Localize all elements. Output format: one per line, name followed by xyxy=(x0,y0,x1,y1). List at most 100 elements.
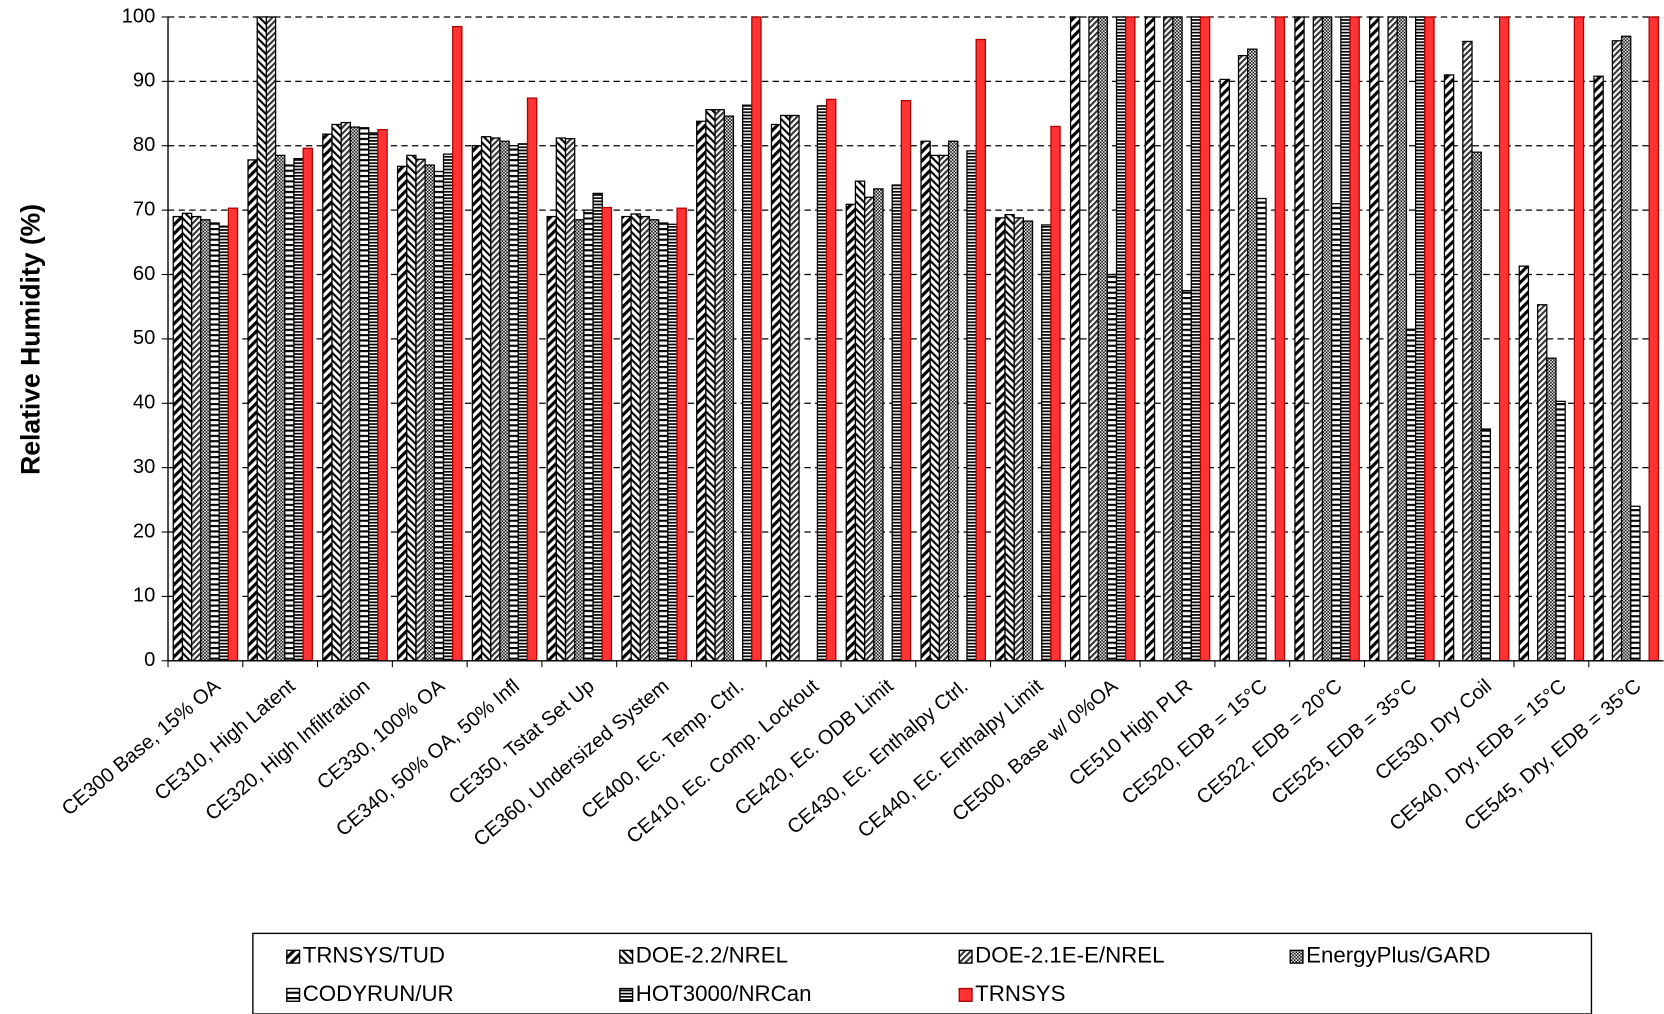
bar xyxy=(1237,54,1249,662)
bar xyxy=(574,219,585,662)
bar xyxy=(630,213,641,662)
legend-label: CODYRUN/UR xyxy=(303,981,454,1006)
bar xyxy=(368,132,379,662)
legend-marker xyxy=(286,949,301,964)
y-tick-label: 100 xyxy=(122,5,156,27)
legend-marker xyxy=(619,949,634,964)
bar xyxy=(1387,16,1398,662)
bar xyxy=(274,154,286,662)
bar xyxy=(490,137,501,662)
bar xyxy=(200,219,211,662)
bar xyxy=(751,16,762,662)
bar xyxy=(546,215,557,662)
bar xyxy=(1088,16,1099,662)
bar xyxy=(621,215,632,662)
bar xyxy=(863,196,875,662)
bar xyxy=(1312,16,1324,662)
bar xyxy=(1462,40,1473,662)
bar xyxy=(1369,16,1380,662)
bar xyxy=(1247,48,1258,662)
bar xyxy=(1340,16,1351,662)
bar xyxy=(1022,220,1034,662)
bar xyxy=(1620,35,1632,662)
bar xyxy=(227,207,239,662)
bar xyxy=(433,170,445,662)
bar xyxy=(1097,16,1108,662)
bar xyxy=(1069,16,1081,662)
legend-label: DOE-2.1E-E/NREL xyxy=(975,943,1164,968)
bar xyxy=(499,140,510,662)
bar xyxy=(442,153,454,662)
bar xyxy=(639,215,651,662)
bar xyxy=(1106,273,1118,662)
bar xyxy=(1349,16,1360,662)
bar xyxy=(564,138,576,662)
y-axis-title: Relative Humidity (%) xyxy=(15,204,45,475)
bar xyxy=(349,126,361,662)
bar xyxy=(891,184,903,662)
legend-marker xyxy=(958,949,973,964)
legend-box xyxy=(252,932,1593,1014)
bar xyxy=(526,97,538,662)
bar xyxy=(1294,16,1305,662)
bar xyxy=(947,140,959,662)
bar xyxy=(424,164,435,662)
legend-label: HOT3000/NRCan xyxy=(636,981,812,1006)
bar xyxy=(741,104,753,662)
bar xyxy=(1630,505,1641,662)
bar xyxy=(415,158,426,662)
bar xyxy=(770,123,782,662)
bar xyxy=(1050,125,1061,662)
legend-label: EnergyPlus/GARD xyxy=(1306,943,1490,968)
bar xyxy=(1480,428,1492,662)
bar xyxy=(1648,16,1659,662)
bar xyxy=(1190,16,1202,662)
y-tick-label: 90 xyxy=(133,70,155,92)
bar xyxy=(406,154,417,662)
bar xyxy=(658,222,669,662)
bar xyxy=(873,188,884,662)
bar xyxy=(1573,16,1585,662)
bar xyxy=(1331,203,1342,662)
bar xyxy=(555,137,567,662)
bar xyxy=(1443,74,1455,662)
bar xyxy=(676,207,687,662)
bar xyxy=(293,157,304,662)
bar xyxy=(1125,16,1136,662)
bar xyxy=(1611,40,1623,662)
bar xyxy=(1274,16,1286,662)
bar xyxy=(284,164,295,662)
bar xyxy=(1396,16,1408,662)
bar xyxy=(1414,16,1426,662)
x-tick-label: CE525, EDB = 35°C xyxy=(1268,675,1422,809)
bar xyxy=(1555,400,1566,662)
bar xyxy=(1163,16,1174,662)
bar xyxy=(1172,16,1183,662)
bar xyxy=(181,212,193,662)
bar xyxy=(601,206,613,662)
legend-marker xyxy=(286,987,301,1002)
x-tick-label: CE310, High Latent xyxy=(151,675,300,805)
bar xyxy=(1405,328,1417,662)
bar xyxy=(854,180,866,662)
x-tick-label: CE522, EDB = 20°C xyxy=(1193,675,1347,809)
bar xyxy=(1498,16,1510,662)
bar xyxy=(331,123,342,662)
bar xyxy=(265,16,277,662)
bar xyxy=(209,222,220,662)
legend-label: DOE-2.2/NREL xyxy=(636,943,788,968)
x-tick-label: CE520, EDB = 15°C xyxy=(1118,675,1272,809)
bar xyxy=(480,136,492,662)
bar xyxy=(1471,151,1482,662)
x-tick-label: CE350, Tstat Set Up xyxy=(445,675,599,809)
bar xyxy=(696,120,707,662)
bar xyxy=(172,215,184,662)
bar xyxy=(377,129,388,662)
y-tick-label: 0 xyxy=(144,649,155,671)
bar xyxy=(1518,265,1530,662)
bar xyxy=(302,147,313,662)
bar xyxy=(322,133,333,662)
bar xyxy=(1424,16,1435,662)
bar xyxy=(340,121,352,662)
bar xyxy=(1004,213,1015,662)
